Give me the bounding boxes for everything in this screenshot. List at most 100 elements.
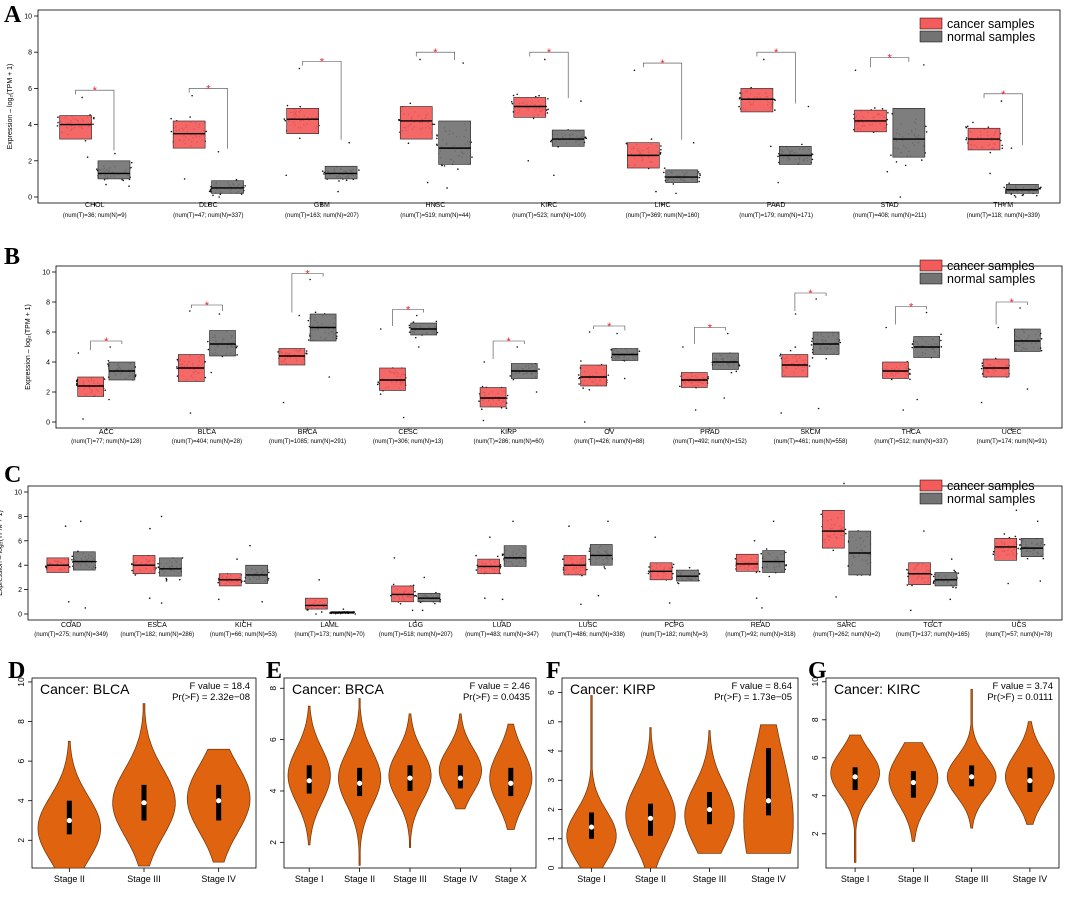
data-point-tumor	[750, 86, 752, 89]
legend-swatch-normal	[919, 492, 943, 505]
data-point-normal	[1010, 193, 1013, 195]
data-point-normal	[314, 311, 317, 314]
data-point-normal	[323, 171, 326, 174]
sample-count-kirp: (num(T)=286; num(N)=60)	[474, 439, 544, 445]
data-point-tumor	[512, 94, 515, 97]
data-point-tumor	[586, 568, 588, 571]
data-point-normal	[810, 344, 813, 346]
data-point-normal	[309, 278, 311, 281]
box-tumor-gbm	[286, 108, 319, 134]
data-point-tumor	[170, 117, 172, 120]
significance-bracket	[694, 327, 726, 344]
panel-d: D Cancer: BLCA F value = 18.4 Pr(>F) = 2.3…	[0, 656, 262, 894]
data-point-normal	[955, 586, 957, 589]
data-point-normal	[342, 608, 345, 610]
x-tick-label-ov: OV	[604, 429, 614, 436]
data-point-normal	[436, 331, 439, 334]
violin-median	[357, 780, 363, 786]
data-point-tumor	[393, 557, 396, 559]
data-point-tumor	[911, 584, 913, 587]
sample-count-lgg: (num(T)=518; num(N)=207)	[379, 632, 453, 638]
data-point-tumor	[738, 105, 740, 108]
x-tick-label-stage-ii: Stage II	[344, 874, 375, 884]
y-axis-label: Expression – log₂(TPM + 1)	[7, 64, 14, 150]
data-point-tumor	[320, 611, 323, 613]
sample-count-kirc: (num(T)=523; num(N)=100)	[512, 213, 586, 219]
data-point-tumor	[236, 558, 238, 560]
violin-median	[588, 824, 595, 830]
data-point-normal	[235, 346, 238, 349]
data-point-normal	[209, 190, 212, 192]
box-normal-hnsc	[438, 120, 471, 165]
data-point-normal	[218, 196, 220, 198]
data-point-tumor	[298, 67, 301, 70]
data-point-normal	[1004, 190, 1007, 192]
f-value: F value = 2.46	[470, 681, 530, 692]
data-point-tumor	[1000, 100, 1003, 102]
data-point-tumor	[130, 563, 133, 565]
legend-label-normal: normal samples	[947, 272, 1035, 286]
x-tick-label-acc: ACC	[99, 429, 114, 436]
data-point-normal	[925, 125, 927, 128]
x-tick-label-sarc: SARC	[837, 622, 856, 629]
data-point-normal	[408, 324, 411, 327]
data-point-normal	[603, 566, 606, 568]
data-point-tumor	[286, 104, 289, 107]
data-point-normal	[553, 174, 555, 177]
data-point-tumor	[547, 108, 549, 111]
panel-label-d: D	[8, 658, 26, 684]
significance-star: *	[1010, 297, 1015, 309]
data-point-normal	[501, 553, 504, 556]
data-point-normal	[772, 520, 775, 523]
data-point-normal	[726, 332, 729, 335]
data-point-normal	[1008, 182, 1010, 184]
data-point-tumor	[506, 394, 509, 397]
box-tumor-chol	[59, 115, 92, 140]
data-point-normal	[423, 576, 426, 579]
y-tick-label: 2	[16, 838, 26, 843]
data-point-tumor	[660, 145, 662, 147]
data-point-tumor	[176, 375, 179, 377]
data-point-tumor	[647, 570, 650, 572]
x-tick-label-kirp: KIRP	[501, 429, 518, 436]
x-tick-label-stage-iii: Stage III	[393, 874, 427, 884]
y-tick-label: 6	[268, 737, 278, 742]
p-value: Pr(>F) = 0.0111	[987, 692, 1053, 703]
data-point-normal	[434, 602, 436, 605]
data-point-normal	[1040, 349, 1043, 352]
y-tick-label: 6	[16, 758, 26, 763]
y-tick-label: 2	[810, 831, 820, 836]
data-point-tumor	[789, 349, 792, 352]
data-point-normal	[157, 566, 160, 569]
significance-bracket	[291, 273, 324, 313]
data-point-normal	[1021, 194, 1024, 197]
data-point-tumor	[148, 597, 151, 599]
data-point-normal	[811, 340, 813, 343]
data-point-tumor	[679, 385, 681, 388]
data-point-normal	[109, 346, 112, 348]
y-tick-label: 4	[546, 748, 556, 753]
box-normal-dlbc	[211, 180, 244, 194]
y-tick-label: 6	[28, 86, 32, 93]
data-point-normal	[329, 611, 332, 614]
significance-bracket	[90, 340, 123, 350]
data-point-normal	[735, 370, 738, 373]
data-point-tumor	[170, 130, 173, 133]
y-tick-label: 10	[14, 490, 22, 497]
data-point-tumor	[682, 346, 684, 348]
violin-median	[407, 775, 413, 781]
data-point-tumor	[734, 557, 737, 560]
box-normal-esca	[159, 557, 182, 577]
data-point-tumor	[283, 118, 286, 120]
significance-bracket	[756, 51, 796, 104]
legend-label-cancer: cancer samples	[947, 17, 1035, 31]
significance-star: *	[206, 83, 211, 95]
significance-star: *	[708, 323, 713, 335]
data-point-tumor	[694, 409, 697, 411]
data-point-normal	[408, 331, 411, 333]
data-point-tumor	[67, 601, 70, 603]
data-point-normal	[130, 166, 132, 169]
data-point-tumor	[773, 98, 776, 101]
data-point-tumor	[659, 153, 662, 155]
y-tick-label: 4	[810, 793, 820, 798]
